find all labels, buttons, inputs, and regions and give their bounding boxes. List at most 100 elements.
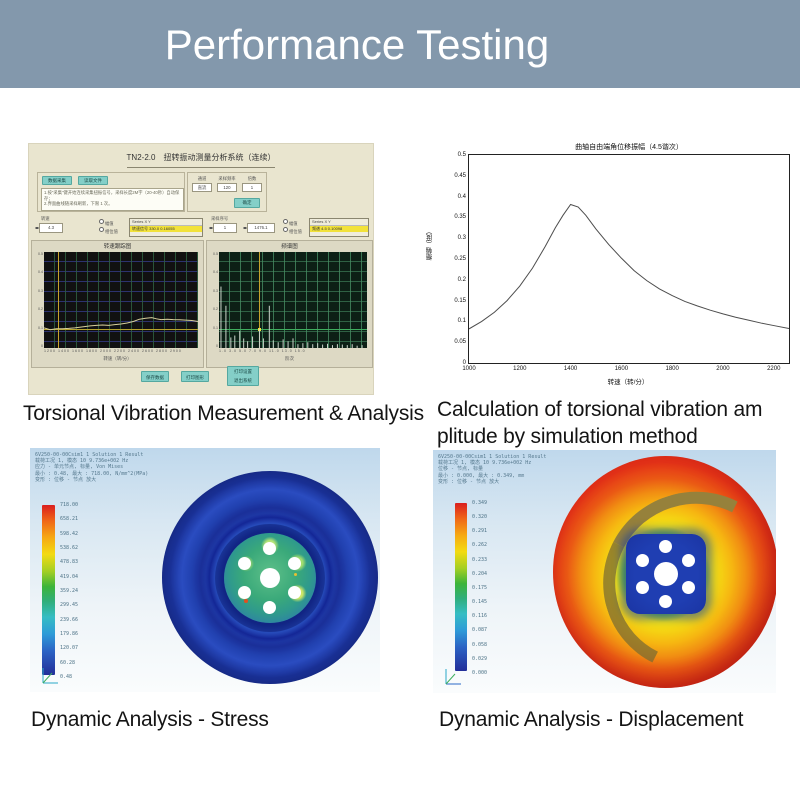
instructions-textarea[interactable]: 1.按"采集"键开始连续采集扭振信号，采样长度2M字（20-40秒）自动保存； …	[41, 188, 184, 211]
instruction-line-1: 1.按"采集"键开始连续采集扭振信号，采样长度2M字（20-40秒）自动保存；	[44, 190, 180, 201]
header-line: 最小 : 0.48, 最大 : 718.00, N/mm^2(MPa)	[35, 470, 149, 477]
speed-trace-chart: 转速跟踪图 0.5 0.4 0.3 0.2 0.1 0 1200 1400 1600 18…	[31, 240, 204, 368]
x-axis-label: 转速（转/分）	[607, 379, 649, 386]
bolt-hole	[658, 595, 672, 609]
speed-label: 转速	[41, 216, 50, 221]
bolt-hole	[681, 554, 695, 568]
x-tick-label: 2000	[716, 366, 730, 372]
stress-colorbar	[42, 505, 55, 675]
speed-readout-field[interactable]: 1476.1	[243, 223, 275, 233]
multiplier-label: 倍数	[247, 176, 257, 181]
plot-legend-right[interactable]: Series X Y 频谱 4.5 0.10098	[309, 218, 369, 237]
colorbar-value: 299.45	[60, 602, 79, 609]
x-tick-label: 1000	[462, 366, 476, 372]
sample-index-spinner[interactable]: 1	[209, 223, 237, 233]
sample-rate-input[interactable]: 120	[217, 183, 237, 192]
display-mode-radios-right[interactable]: 幅值 相位值	[283, 219, 302, 235]
page-title: Performance Testing	[164, 21, 550, 68]
amplitude-radio[interactable]: 幅值	[283, 219, 302, 227]
read-file-button[interactable]: 读取文件	[78, 176, 108, 185]
colorbar-value: 718.00	[60, 502, 79, 508]
x-tick-label: 1200	[513, 366, 527, 372]
colorbar-value: 0.291	[472, 528, 488, 535]
colorbar-value: 0.000	[472, 669, 488, 676]
app-title: TN2-2.0 扭转振动测量分析系统（连续）	[126, 153, 276, 162]
speed-trace-plot	[44, 252, 198, 348]
colorbar-value: 0.320	[472, 514, 488, 521]
y-tick-label: 0.25	[454, 256, 466, 262]
resonance-plot-area	[468, 154, 790, 364]
cursor-horizontal[interactable]	[44, 328, 198, 330]
sampling-group: 通道 直流 采样频率 120 倍数 1 确定	[187, 172, 267, 212]
y-tick-label: 0.4	[38, 270, 43, 275]
y-tick-label: 0.3	[213, 288, 218, 293]
y-tick-label: 0.5	[38, 252, 43, 256]
x-axis-ticks: 1.0 3.0 5.0 7.0 9.0 11.0 13.0 15.0	[219, 349, 306, 353]
channel-input[interactable]: 直流	[192, 183, 212, 192]
stress-colorbar-labels: 718.00 658.21 598.42 538.62 478.83 419.04 359.…	[60, 502, 78, 680]
bolt-hole	[263, 600, 276, 614]
sample-control-cluster: 采样序号 1 1476.1 幅值 相位值 Series X Y 频谱 4.5 0…	[205, 216, 371, 238]
y-tick-label: 0.3	[457, 235, 466, 242]
header-line: 应力 - 单元节点, 标量, Von Mises	[35, 464, 124, 471]
colorbar-value: 478.83	[60, 559, 79, 566]
print-setup-exit-button[interactable]: 打印设置 退出系统	[227, 366, 259, 386]
speed-control-cluster: 转速 4.3 幅值 相位值 Series X Y 转速信号 330.0 0.16…	[31, 216, 203, 238]
legend-header: Series X Y	[310, 219, 368, 226]
display-mode-radios-left[interactable]: 幅值 相位值	[99, 219, 118, 235]
result-header: 6V250-00-00Csim1 1 Solution 1 Result 载荷工况…	[438, 454, 546, 485]
save-data-button[interactable]: 保存数据	[141, 371, 169, 382]
spectrum-stems	[219, 252, 367, 348]
header-line: 6V250-00-00Csim1 1 Solution 1 Result	[35, 452, 144, 458]
caption-line-1: Calculation of torsional vibration am	[437, 398, 763, 421]
confirm-button[interactable]: 确定	[234, 198, 260, 208]
cursor-vertical[interactable]	[259, 252, 261, 348]
sample-index-label: 采样序号	[211, 216, 229, 221]
plot-legend-left[interactable]: Series X Y 转速信号 330.0 0.16055	[129, 218, 203, 237]
sample-rate-field: 采样频率 120	[215, 176, 239, 192]
acquire-button[interactable]: 数据采集	[42, 176, 72, 185]
colorbar-value: 120.07	[60, 645, 79, 652]
caption-top-left: Torsional Vibration Measurement & Analys…	[23, 402, 424, 425]
x-axis-label: 阶次	[285, 356, 294, 361]
y-tick-label: 0.35	[454, 214, 466, 221]
print-chart-button[interactable]: 打印图形	[181, 371, 209, 382]
cursor-horizontal[interactable]	[219, 328, 367, 330]
cursor-point[interactable]	[258, 327, 262, 331]
y-tick-label: 0.1	[38, 325, 43, 330]
caption-bottom-right: Dynamic Analysis - Displacement	[439, 708, 744, 731]
channel-field: 通道 直流	[190, 176, 214, 192]
stress-hotspot	[294, 572, 297, 576]
header-line: 位移 - 节点, 标量	[438, 466, 484, 473]
banner: Performance Testing	[0, 0, 800, 88]
bolt-hole	[263, 541, 276, 555]
colorbar-value: 0.087	[472, 627, 488, 634]
colorbar-value: 239.66	[60, 616, 79, 623]
header-line: 载荷工况 1, 模态 10 9.736e+002 Hz	[438, 460, 532, 467]
multiplier-input[interactable]: 1	[242, 183, 262, 192]
y-tick-label: 0.4	[457, 193, 466, 200]
flywheel-hub	[625, 534, 706, 615]
phase-radio[interactable]: 相位值	[99, 227, 118, 235]
bolt-hole	[288, 585, 301, 599]
amplitude-radio[interactable]: 幅值	[99, 219, 118, 227]
displacement-colorbar-labels: 0.349 0.320 0.291 0.262 0.233 0.204 0.175 0.145…	[472, 500, 487, 676]
resonance-curve	[469, 155, 789, 363]
cursor-vertical[interactable]	[57, 252, 59, 348]
flywheel-stress-disc	[162, 471, 378, 684]
flywheel-displacement-disc	[553, 456, 776, 693]
y-axis-ticks: 0.5 0.4 0.3 0.2 0.1 0	[208, 252, 218, 348]
y-tick-label: 0.2	[38, 307, 43, 312]
spectrum-plot	[219, 252, 367, 348]
x-axis-label: 转速（转/分）	[103, 356, 132, 361]
colorbar-value: 598.42	[60, 530, 79, 537]
y-tick-label: 0.1	[213, 325, 218, 330]
y-tick-label: 0.1	[457, 318, 466, 325]
result-header: 6V250-00-00Csim1 1 Solution 1 Result 载荷工况…	[35, 452, 148, 483]
phase-radio[interactable]: 相位值	[283, 227, 302, 235]
colorbar-value: 0.116	[472, 613, 488, 620]
speed-spinner[interactable]: 4.3	[35, 223, 63, 233]
colorbar-value: 359.24	[60, 587, 79, 594]
header-line: 最小 : 0.000, 最大 : 0.349, mm	[438, 472, 525, 479]
tvma-software-panel: TN2-2.0 扭转振动测量分析系统（连续） 数据采集 读取文件 1.按"采集"…	[28, 143, 374, 395]
